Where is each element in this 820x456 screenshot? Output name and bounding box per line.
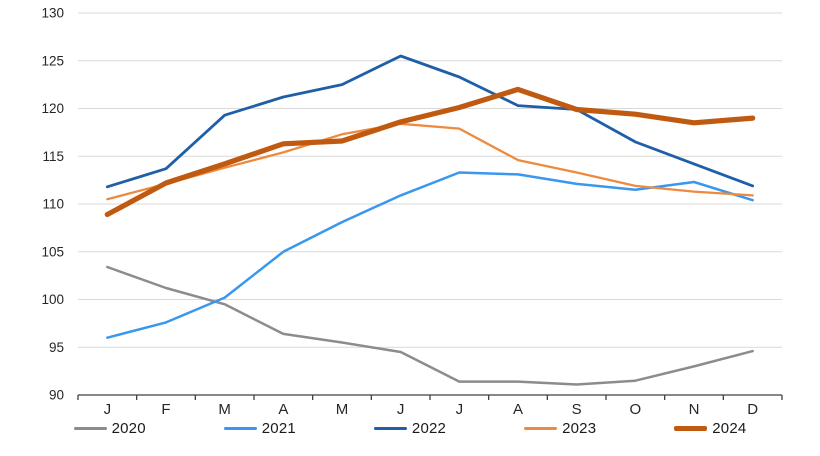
legend-label-2021: 2021 [261,420,296,437]
legend-item-2020: 2020 [73,420,146,437]
legend-item-2024: 2024 [674,420,746,437]
series-line-2022 [105,54,755,189]
series-line-2023 [106,122,754,201]
y-axis-tick-label: 125 [41,53,64,68]
x-axis-month-label: M [218,401,231,418]
legend-swatch-2021 [223,427,257,430]
legend-label-2023: 2023 [562,420,597,437]
x-axis-month-label: D [747,401,758,418]
x-axis-month-label: J [456,401,464,418]
x-axis-month-label: F [161,401,170,418]
y-axis-tick-label: 115 [42,149,64,164]
legend-label-2022: 2022 [411,420,447,437]
legend-swatch-2022 [373,427,407,430]
legend-item-2021: 2021 [223,420,296,437]
legend-item-2022: 2022 [373,420,447,437]
legend-label-2020: 2020 [111,420,146,437]
x-axis-month-label: J [104,401,112,418]
legend-label-2024: 2024 [712,420,747,437]
legend-swatch-2023 [524,427,558,430]
x-axis-month-label: S [572,401,582,418]
chart-legend: 2020 2021 2022 2023 2024 [0,420,820,437]
x-axis-month-label: J [397,401,405,418]
series-line-2020 [106,265,754,386]
series-line-2021 [106,171,754,339]
legend-item-2023: 2023 [524,420,596,437]
x-axis-month-label: M [336,401,349,418]
legend-swatch-2024 [674,426,708,431]
legend-swatch-2020 [73,427,107,430]
y-axis-tick-label: 110 [42,197,64,212]
x-axis-month-label: A [278,401,288,418]
y-axis-tick-label: 130 [41,6,64,21]
x-axis-month-label: N [689,401,700,418]
price-line-chart: 90 95 100 105 110 115 120 125 130 J F M A M J J A S O N D [41,6,783,418]
series-line-2024 [104,86,756,218]
y-axis-tick-label: 105 [41,244,64,259]
y-axis-tick-label: 90 [49,388,64,403]
x-axis-month-label: O [629,401,641,418]
y-axis-tick-label: 95 [49,340,64,355]
y-axis-tick-label: 120 [41,101,64,116]
x-axis-month-label: A [513,401,523,418]
y-axis-tick-label: 100 [41,292,64,307]
